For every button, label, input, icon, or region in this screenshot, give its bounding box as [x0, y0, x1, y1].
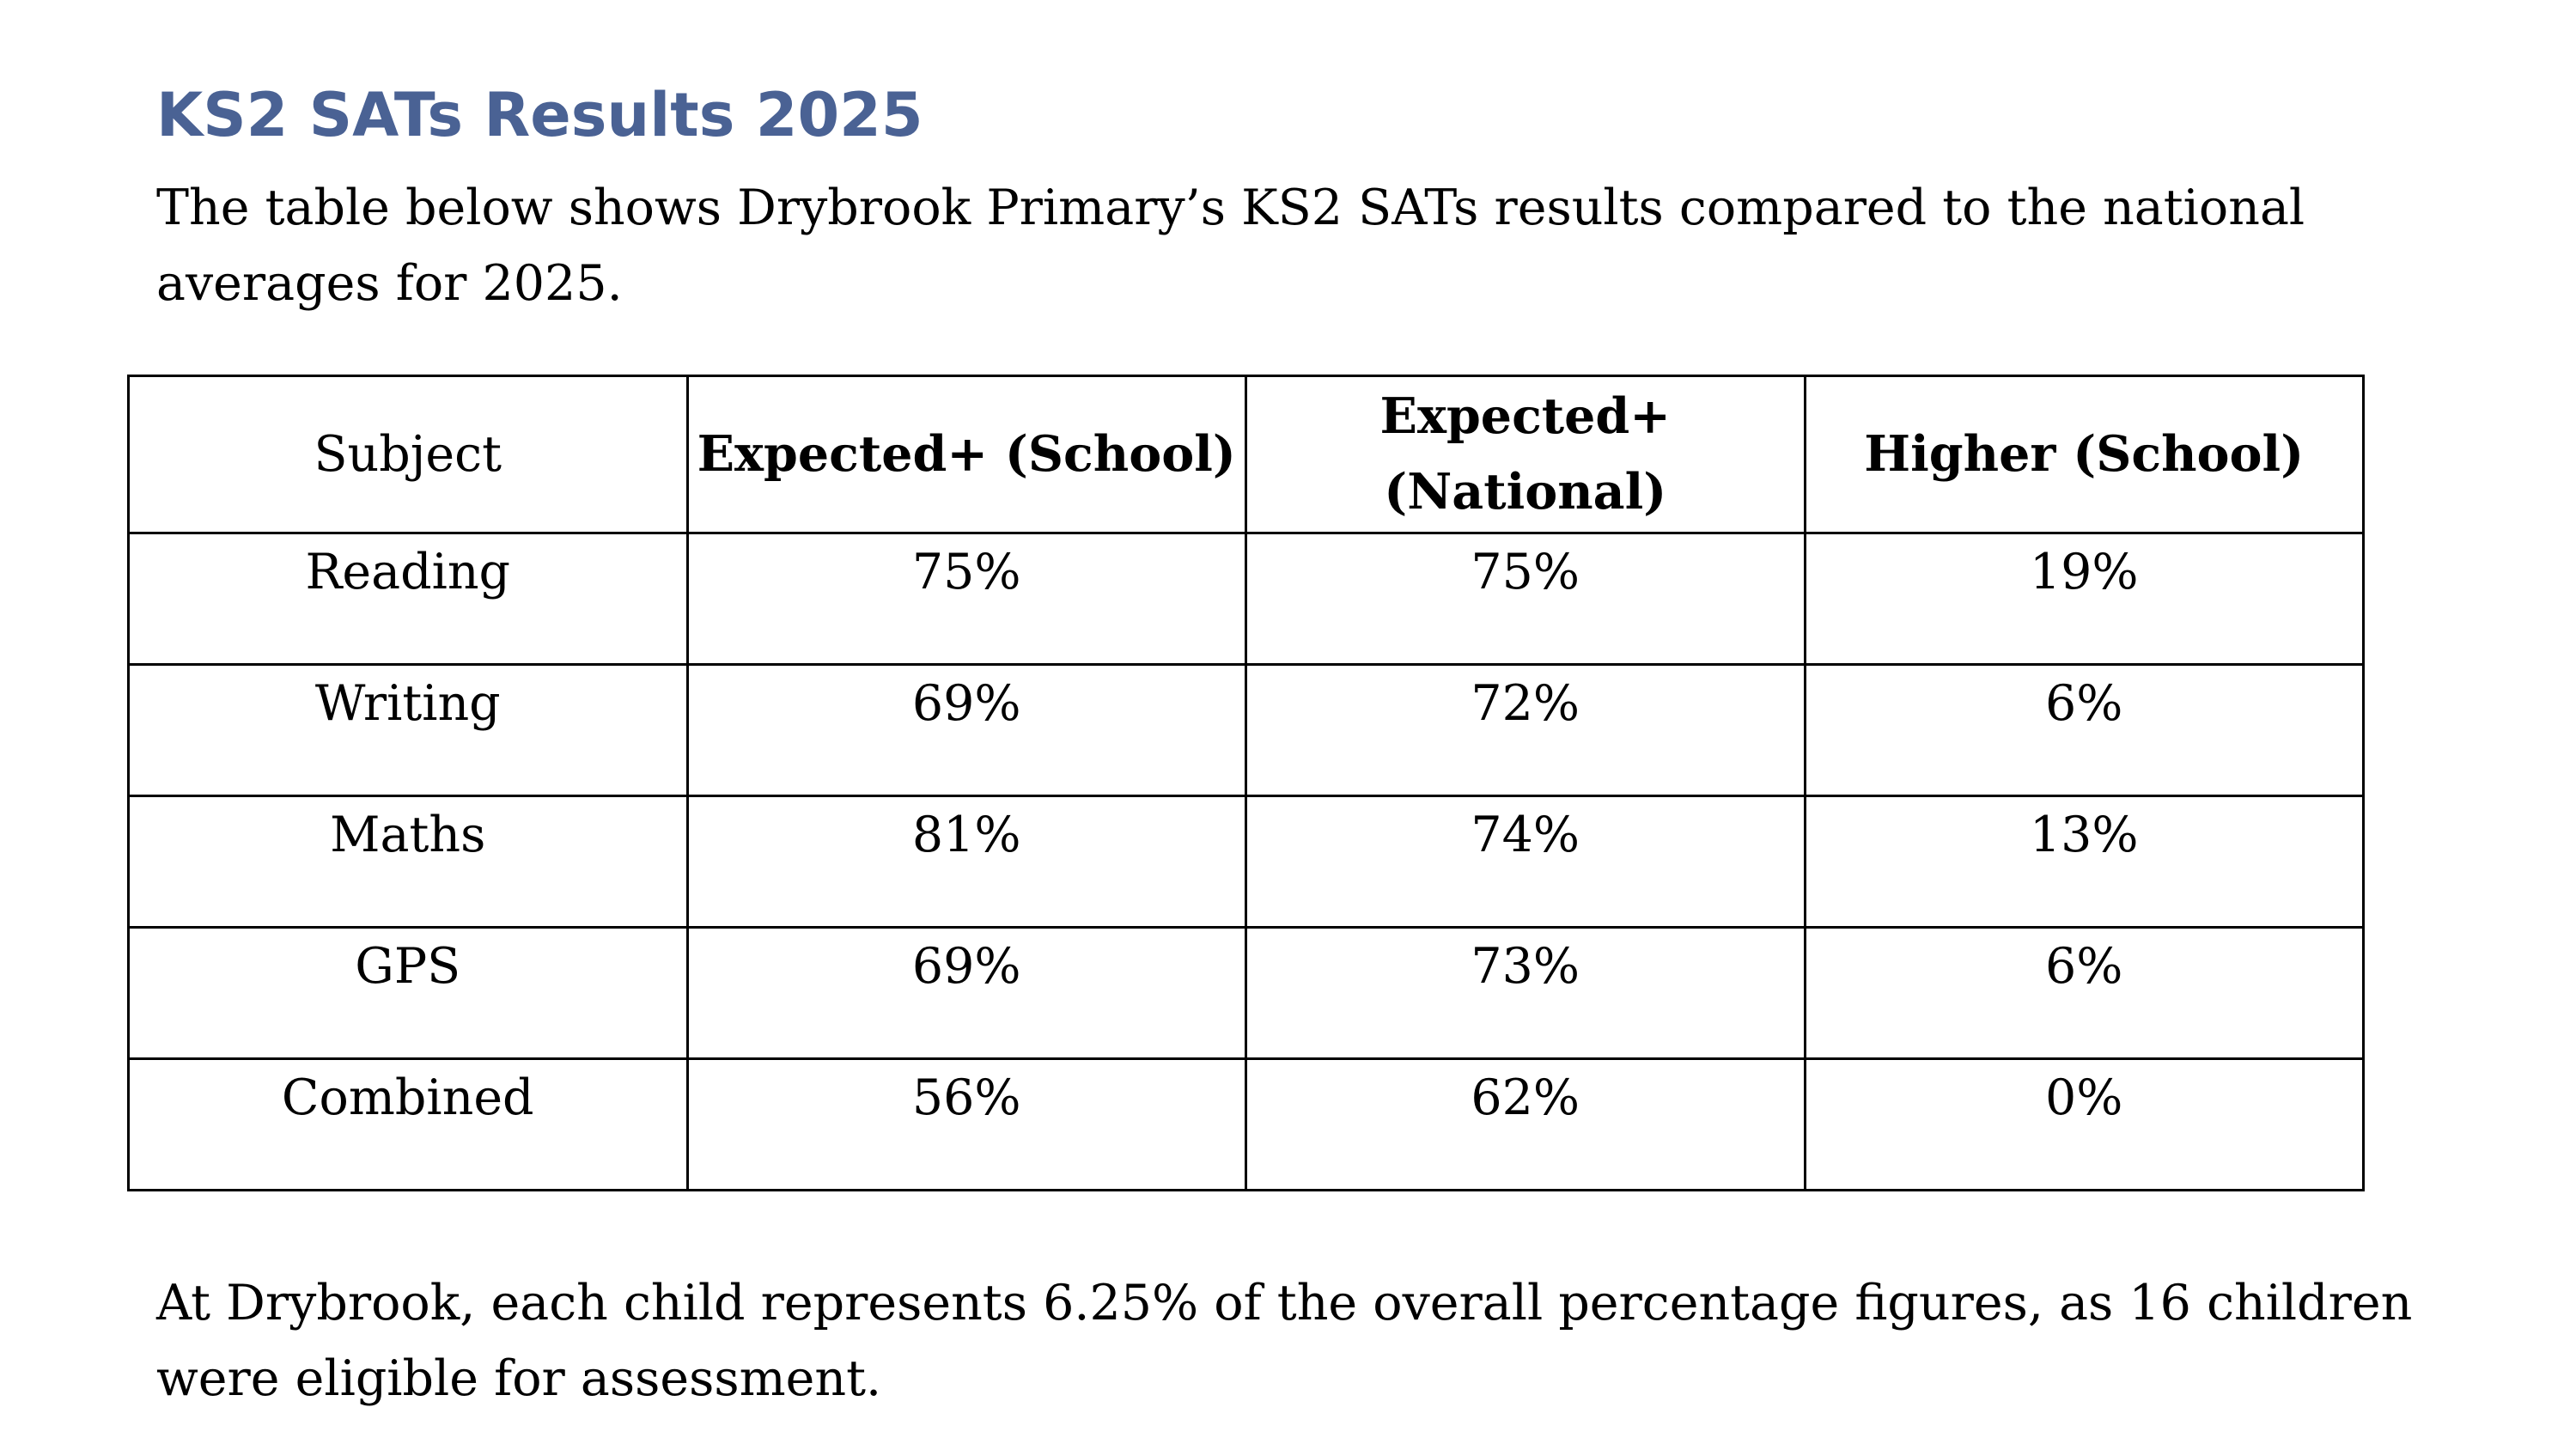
header-higher-school: Higher (School): [1803, 375, 2365, 534]
table-row: Combined 56% 62% 0%: [127, 1057, 2365, 1191]
cell-higher-school: 0%: [1803, 1057, 2365, 1191]
table-row: Reading 75% 75% 19%: [127, 532, 2365, 666]
cell-expected-national: 75%: [1245, 532, 1806, 666]
header-subject: Subject: [127, 375, 689, 534]
cell-higher-school: 13%: [1803, 795, 2365, 929]
table-row: GPS 69% 73% 6%: [127, 926, 2365, 1060]
page-title: KS2 SATs Results 2025: [156, 80, 923, 150]
cell-expected-national: 73%: [1245, 926, 1806, 1060]
cell-expected-national: 72%: [1245, 663, 1806, 797]
cell-expected-national: 62%: [1245, 1057, 1806, 1191]
intro-paragraph: The table below shows Drybrook Primary’s…: [156, 180, 2305, 312]
cell-subject: Maths: [127, 795, 689, 929]
cell-expected-school: 69%: [685, 926, 1247, 1060]
cell-higher-school: 6%: [1803, 926, 2365, 1060]
header-expected-school: Expected+ (School): [685, 375, 1247, 534]
results-table: Subject Expected+ (School) Expected+ (Na…: [127, 375, 2365, 1191]
table-row: Maths 81% 74% 13%: [127, 795, 2365, 929]
cell-expected-national: 74%: [1245, 795, 1806, 929]
cell-higher-school: 6%: [1803, 663, 2365, 797]
table-row: Writing 69% 72% 6%: [127, 663, 2365, 797]
cell-subject: Reading: [127, 532, 689, 666]
cell-expected-school: 56%: [685, 1057, 1247, 1191]
footnote-paragraph: At Drybrook, each child represents 6.25%…: [156, 1275, 2413, 1407]
cell-higher-school: 19%: [1803, 532, 2365, 666]
header-expected-national: Expected+ (National): [1245, 375, 1806, 534]
cell-subject: GPS: [127, 926, 689, 1060]
cell-expected-school: 81%: [685, 795, 1247, 929]
cell-subject: Writing: [127, 663, 689, 797]
cell-subject: Combined: [127, 1057, 689, 1191]
table-header-row: Subject Expected+ (School) Expected+ (Na…: [127, 375, 2365, 534]
cell-expected-school: 75%: [685, 532, 1247, 666]
cell-expected-school: 69%: [685, 663, 1247, 797]
